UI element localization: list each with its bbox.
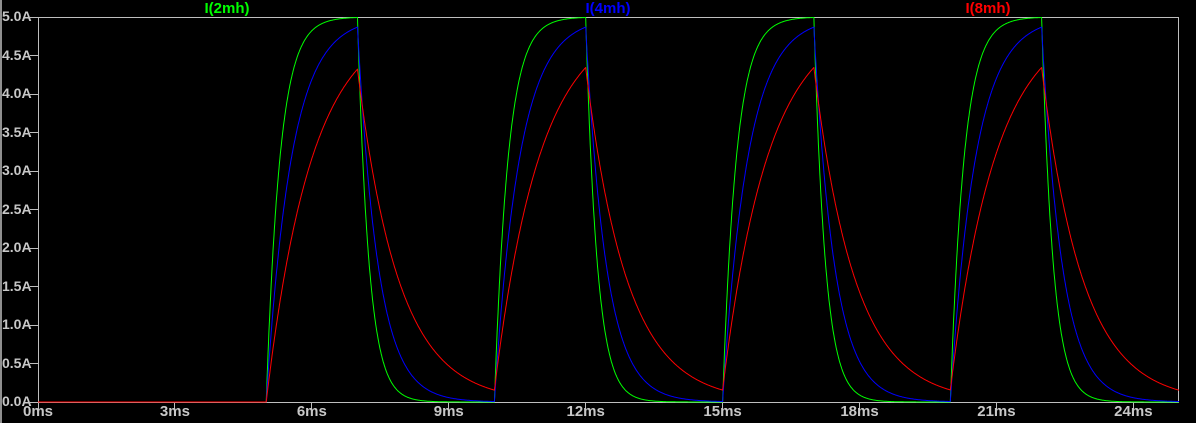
- x-tick-mark: [995, 403, 997, 410]
- y-tick-label: 2.0A: [2, 239, 32, 255]
- x-tick-label: 15ms: [703, 403, 742, 420]
- y-tick-label: 1.5A: [2, 277, 32, 294]
- x-tick-mark: [448, 403, 450, 410]
- x-tick-label: 12ms: [566, 403, 605, 420]
- x-tick-label: 9ms: [433, 403, 464, 420]
- x-tick-mark: [311, 403, 313, 410]
- y-tick-label: 0.0A: [2, 393, 32, 409]
- y-tick-label: 4.5A: [2, 46, 32, 63]
- y-tick-label: 2.5A: [2, 200, 32, 217]
- y-tick-label: 4.0A: [2, 85, 32, 101]
- x-tick-label: 0ms: [22, 403, 54, 420]
- y-tick-label: 3.0A: [2, 162, 32, 178]
- y-tick-mark: [30, 55, 38, 56]
- y-tick-mark: [30, 401, 38, 403]
- y-tick-mark: [30, 286, 38, 287]
- y-tick-label: 5.0A: [2, 8, 32, 24]
- y-tick-mark: [30, 209, 38, 210]
- x-tick-label: 3ms: [159, 403, 190, 420]
- x-tick-mark: [585, 403, 587, 410]
- x-tick-mark: [859, 403, 861, 410]
- x-tick-mark: [1132, 403, 1134, 410]
- y-tick-label: 3.5A: [2, 123, 32, 140]
- x-tick-mark: [37, 403, 39, 410]
- trace-legend-label[interactable]: I(2mh): [204, 0, 250, 17]
- y-tick-mark: [30, 16, 38, 18]
- trace-legend-label[interactable]: I(8mh): [965, 0, 1011, 17]
- x-tick-label: 24ms: [1114, 403, 1153, 420]
- y-tick-label: 0.5A: [2, 354, 32, 371]
- y-tick-mark: [30, 170, 38, 172]
- y-tick-label: 1.0A: [2, 316, 32, 332]
- x-tick-mark: [174, 403, 176, 410]
- trace-legend-label[interactable]: I(4mh): [585, 0, 631, 17]
- x-tick-mark: [722, 403, 724, 410]
- plot-area[interactable]: [38, 17, 1179, 403]
- x-tick-label: 21ms: [977, 403, 1016, 420]
- y-tick-mark: [30, 247, 38, 249]
- y-tick-mark: [30, 324, 38, 326]
- x-tick-label: 18ms: [840, 403, 879, 420]
- y-tick-mark: [30, 132, 38, 133]
- x-tick-label: 6ms: [296, 403, 327, 420]
- y-tick-mark: [30, 363, 38, 364]
- y-tick-mark: [30, 93, 38, 95]
- window-left-edge: [0, 0, 2, 423]
